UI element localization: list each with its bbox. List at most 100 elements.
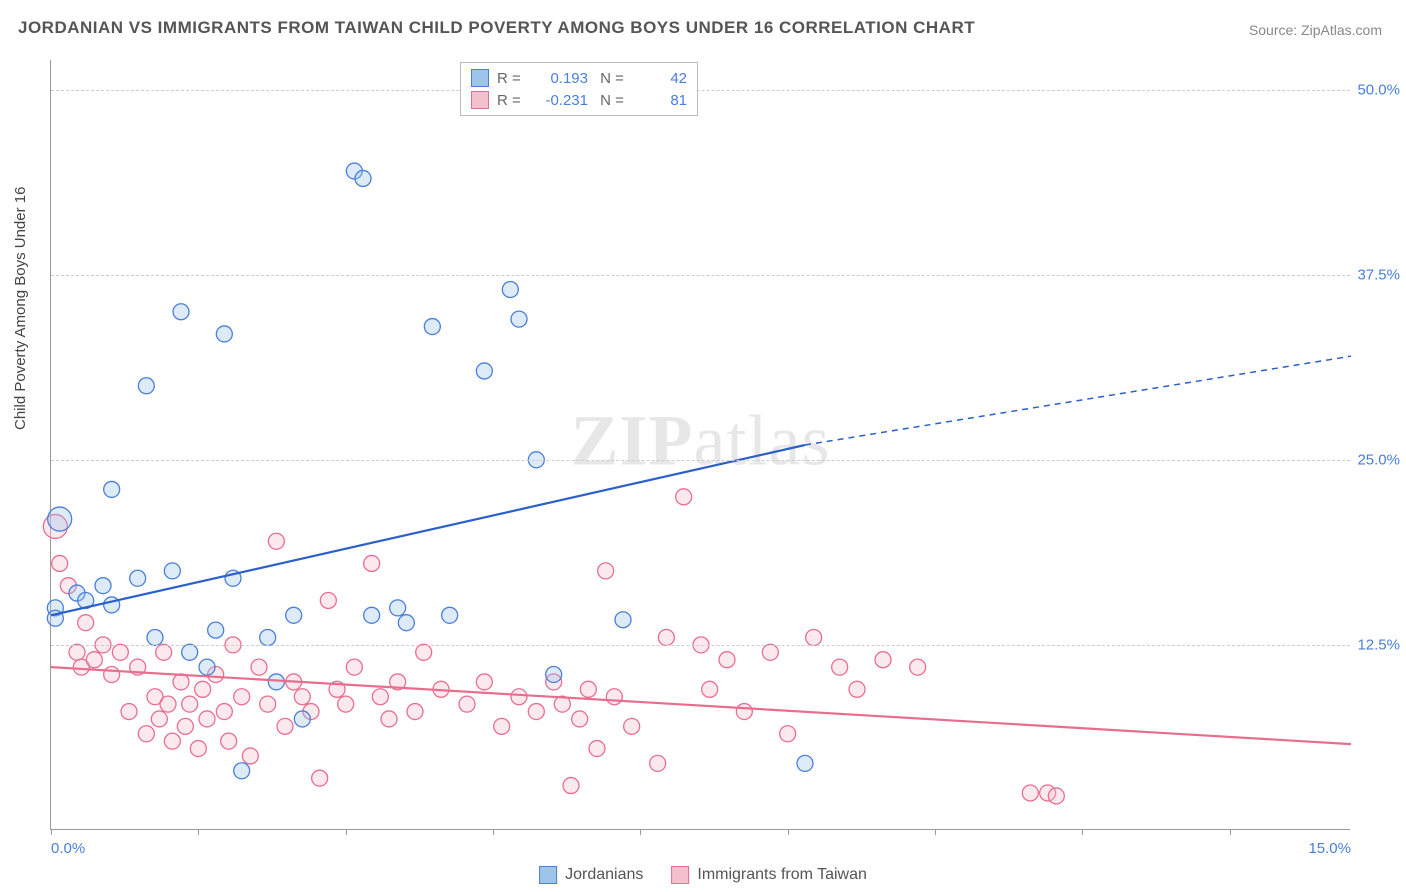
- gridline: [51, 645, 1350, 646]
- data-point: [138, 726, 154, 742]
- data-point: [355, 170, 371, 186]
- n-value-jordanians: 42: [632, 70, 687, 87]
- data-point: [234, 689, 250, 705]
- data-point: [78, 615, 94, 631]
- data-point: [346, 659, 362, 675]
- gridline: [51, 460, 1350, 461]
- data-point: [1048, 788, 1064, 804]
- data-point: [424, 319, 440, 335]
- swatch-taiwan-icon: [671, 866, 689, 884]
- data-point: [528, 704, 544, 720]
- data-point: [216, 704, 232, 720]
- source-attribution: Source: ZipAtlas.com: [1249, 22, 1382, 38]
- data-point: [173, 304, 189, 320]
- data-point: [736, 704, 752, 720]
- data-point: [1022, 785, 1038, 801]
- r-value-jordanians: 0.193: [533, 70, 588, 87]
- legend-label-taiwan: Immigrants from Taiwan: [697, 866, 867, 884]
- data-point: [563, 778, 579, 794]
- data-point: [338, 696, 354, 712]
- data-point: [112, 644, 128, 660]
- legend-item-taiwan: Immigrants from Taiwan: [671, 866, 867, 884]
- plot-area: ZIPatlas 12.5%25.0%37.5%50.0%0.0%15.0%: [50, 60, 1350, 830]
- x-tick: [1230, 829, 1231, 835]
- data-point: [190, 741, 206, 757]
- data-point: [216, 326, 232, 342]
- data-point: [702, 681, 718, 697]
- data-point: [268, 533, 284, 549]
- data-point: [69, 644, 85, 660]
- data-point: [221, 733, 237, 749]
- data-point: [156, 644, 172, 660]
- data-point: [875, 652, 891, 668]
- legend-item-jordanians: Jordanians: [539, 866, 643, 884]
- data-point: [615, 612, 631, 628]
- data-point: [372, 689, 388, 705]
- x-tick: [935, 829, 936, 835]
- data-point: [138, 378, 154, 394]
- data-point: [390, 600, 406, 616]
- data-point: [199, 711, 215, 727]
- data-point: [104, 481, 120, 497]
- legend-label-jordanians: Jordanians: [565, 866, 643, 884]
- data-point: [780, 726, 796, 742]
- data-point: [52, 555, 68, 571]
- y-axis-label: Child Poverty Among Boys Under 16: [12, 187, 29, 430]
- data-point: [294, 711, 310, 727]
- y-tick-label: 25.0%: [1355, 451, 1400, 468]
- data-point: [511, 689, 527, 705]
- data-point: [476, 674, 492, 690]
- data-point: [95, 578, 111, 594]
- data-point: [624, 718, 640, 734]
- data-point: [104, 667, 120, 683]
- data-point: [294, 689, 310, 705]
- data-point: [762, 644, 778, 660]
- data-point: [312, 770, 328, 786]
- data-point: [48, 507, 72, 531]
- data-point: [147, 630, 163, 646]
- data-point: [494, 718, 510, 734]
- data-point: [251, 659, 267, 675]
- data-point: [164, 733, 180, 749]
- data-point: [598, 563, 614, 579]
- data-point: [182, 644, 198, 660]
- data-point: [416, 644, 432, 660]
- correlation-legend: R = 0.193 N = 42 R = -0.231 N = 81: [460, 62, 698, 116]
- x-tick-label: 0.0%: [51, 840, 85, 857]
- legend-row-taiwan: R = -0.231 N = 81: [471, 89, 687, 111]
- data-point: [182, 696, 198, 712]
- data-point: [546, 667, 562, 683]
- data-point: [208, 622, 224, 638]
- data-point: [910, 659, 926, 675]
- x-tick: [493, 829, 494, 835]
- trendline: [51, 667, 1351, 744]
- gridline: [51, 90, 1350, 91]
- data-point: [459, 696, 475, 712]
- chart-title: JORDANIAN VS IMMIGRANTS FROM TAIWAN CHIL…: [18, 18, 975, 38]
- scatter-svg: [51, 60, 1350, 829]
- data-point: [676, 489, 692, 505]
- x-tick: [788, 829, 789, 835]
- data-point: [121, 704, 137, 720]
- data-point: [199, 659, 215, 675]
- data-point: [260, 630, 276, 646]
- data-point: [177, 718, 193, 734]
- x-tick: [198, 829, 199, 835]
- y-tick-label: 12.5%: [1355, 636, 1400, 653]
- swatch-jordanians-icon: [539, 866, 557, 884]
- data-point: [242, 748, 258, 764]
- data-point: [580, 681, 596, 697]
- data-point: [511, 311, 527, 327]
- y-tick-label: 50.0%: [1355, 81, 1400, 98]
- data-point: [502, 282, 518, 298]
- data-point: [849, 681, 865, 697]
- data-point: [164, 563, 180, 579]
- data-point: [268, 674, 284, 690]
- data-point: [606, 689, 622, 705]
- data-point: [234, 763, 250, 779]
- x-tick: [1082, 829, 1083, 835]
- data-point: [381, 711, 397, 727]
- data-point: [407, 704, 423, 720]
- data-point: [398, 615, 414, 631]
- data-point: [832, 659, 848, 675]
